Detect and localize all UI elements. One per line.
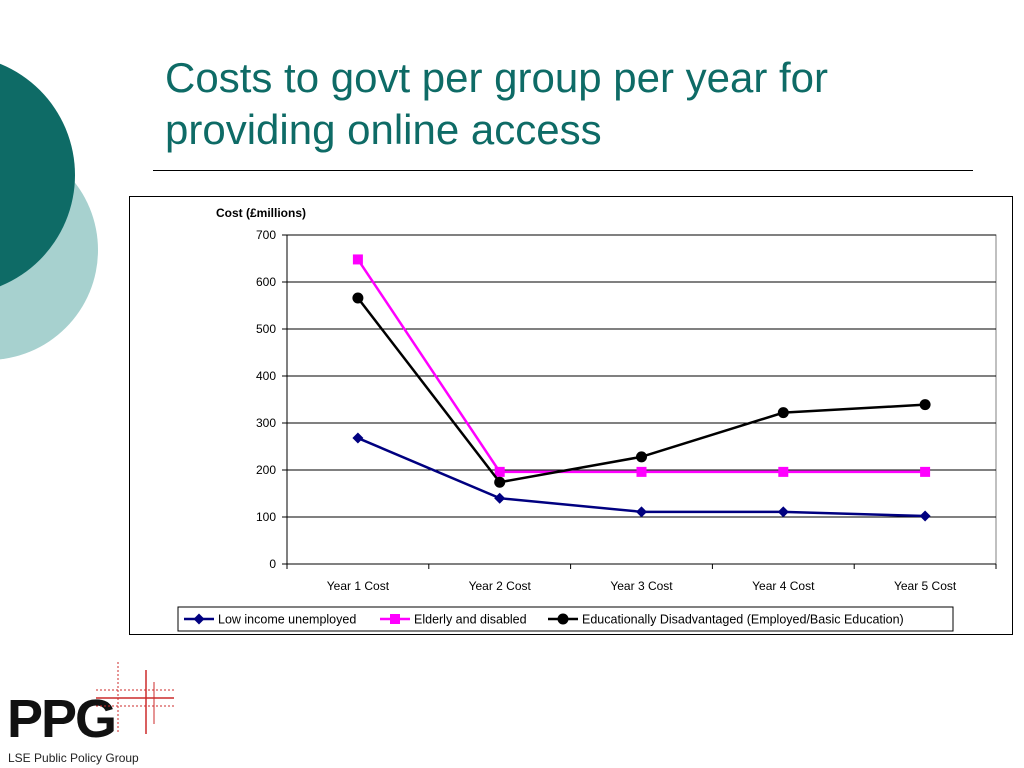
x-tick-label: Year 1 Cost <box>327 579 390 593</box>
data-point-series-3 <box>777 407 789 419</box>
chart-legend: Low income unemployed Elderly and disable… <box>177 606 954 632</box>
dark-teal-circle <box>0 63 75 287</box>
y-tick-label: 200 <box>256 463 276 477</box>
data-point-series-2 <box>920 466 931 477</box>
x-tick-label: Year 2 Cost <box>469 579 532 593</box>
data-point-series-2 <box>778 466 789 477</box>
legend-label-1: Low income unemployed <box>218 613 356 627</box>
y-axis-title: Cost (£millions) <box>216 206 306 220</box>
y-tick-label: 700 <box>256 228 276 242</box>
legend-marker-2 <box>390 614 400 624</box>
ppg-logo-subtitle: LSE Public Policy Group <box>8 751 139 765</box>
decorative-circles <box>0 63 98 360</box>
y-tick-label: 600 <box>256 275 276 289</box>
x-tick-label: Year 3 Cost <box>610 579 673 593</box>
legend-label-2: Elderly and disabled <box>414 613 527 627</box>
series-line-2 <box>356 258 926 474</box>
x-tick-label: Year 5 Cost <box>894 579 957 593</box>
data-point-series-3 <box>494 476 506 488</box>
data-point-series-3 <box>636 451 647 463</box>
title-divider <box>153 170 973 171</box>
slide-title: Costs to govt per group per year for pro… <box>165 54 828 153</box>
legend-label-3: Educationally Disadvantaged (Employed/Ba… <box>582 613 904 627</box>
legend-marker-1 <box>193 613 205 625</box>
data-point-series-1 <box>494 492 506 504</box>
data-point-series-1 <box>636 506 647 518</box>
plot-area: 0 100 200 300 400 500 600 700 Year 1 Cost Year 2 … <box>256 228 997 593</box>
data-point-series-1 <box>352 432 364 444</box>
series-line-1 <box>357 436 926 518</box>
y-tick-label: 0 <box>269 557 276 571</box>
y-tick-label: 100 <box>256 510 276 524</box>
y-tick-label: 500 <box>256 322 276 336</box>
data-point-series-2 <box>636 466 647 477</box>
line-chart: Cost (£millions) 0 100 200 300 400 500 600 700 Y… <box>177 206 997 632</box>
chart-frame: Cost (£millions) 0 100 200 300 400 500 600 700 Y… <box>129 196 1013 635</box>
data-point-series-1 <box>919 510 931 522</box>
data-point-series-3 <box>352 292 364 304</box>
data-point-series-2 <box>352 254 363 265</box>
data-point-series-1 <box>777 506 789 518</box>
ppg-logo-text: PPG <box>7 689 117 749</box>
y-tick-label: 400 <box>256 369 276 383</box>
ppg-logo-mark <box>96 662 174 734</box>
x-tick-label: Year 4 Cost <box>752 579 815 593</box>
legend-marker-3 <box>557 613 569 625</box>
data-point-series-3 <box>919 399 931 411</box>
data-point-series-2 <box>494 466 505 477</box>
y-tick-label: 300 <box>256 416 276 430</box>
